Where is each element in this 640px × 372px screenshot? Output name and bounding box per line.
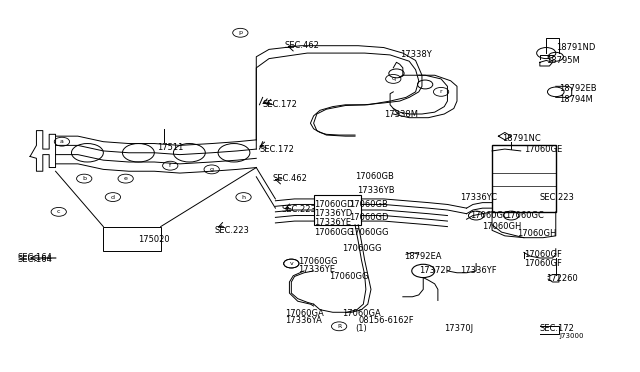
- Text: 17336YB: 17336YB: [357, 186, 395, 195]
- Text: f: f: [169, 163, 172, 168]
- Text: SEC.172: SEC.172: [259, 145, 294, 154]
- Text: 17060GG: 17060GG: [330, 272, 369, 281]
- Text: (1): (1): [355, 324, 367, 333]
- Text: 17060GE: 17060GE: [524, 145, 562, 154]
- Text: 17060GB: 17060GB: [355, 172, 394, 181]
- Text: 17372P: 17372P: [419, 266, 451, 275]
- Text: 17060GG: 17060GG: [298, 257, 337, 266]
- Text: SEC.223: SEC.223: [282, 205, 317, 215]
- Text: 17060GC: 17060GC: [470, 211, 509, 220]
- Text: 17336YD: 17336YD: [314, 209, 352, 218]
- Text: 17336YE: 17336YE: [298, 264, 335, 273]
- Text: 08156-6162F: 08156-6162F: [358, 316, 414, 325]
- Text: SEC.172: SEC.172: [262, 100, 298, 109]
- Text: SEC.164: SEC.164: [17, 255, 52, 264]
- Text: SEC.172: SEC.172: [540, 324, 575, 333]
- Text: 17336YF: 17336YF: [460, 266, 497, 275]
- Text: 17060GF: 17060GF: [524, 259, 562, 268]
- Text: R: R: [337, 324, 341, 329]
- Text: 172260: 172260: [546, 274, 578, 283]
- Text: 175020: 175020: [138, 235, 170, 244]
- Text: 17336YC: 17336YC: [460, 193, 497, 202]
- Text: SEC.462: SEC.462: [272, 174, 307, 183]
- Text: 18792EB: 18792EB: [559, 84, 596, 93]
- Text: 17060GA: 17060GA: [285, 309, 324, 318]
- Text: q: q: [391, 76, 396, 81]
- Bar: [492, 145, 556, 212]
- Text: SEC.223: SEC.223: [540, 193, 575, 202]
- Text: 17060GA: 17060GA: [342, 309, 381, 318]
- Bar: [103, 227, 161, 251]
- Text: 17336YA: 17336YA: [285, 316, 322, 325]
- Text: p: p: [238, 30, 243, 35]
- Text: 18791ND: 18791ND: [556, 43, 595, 52]
- Text: h: h: [241, 195, 246, 199]
- Text: 18792EA: 18792EA: [404, 251, 442, 261]
- Text: v: v: [289, 261, 293, 266]
- Text: 17060GG: 17060GG: [342, 244, 382, 253]
- Text: J73000: J73000: [559, 333, 584, 339]
- Text: 17060GH: 17060GH: [483, 222, 522, 231]
- Text: 17060GC: 17060GC: [505, 211, 543, 220]
- Text: g: g: [210, 167, 214, 172]
- Text: 18794M: 18794M: [559, 95, 593, 104]
- Text: 17060GB: 17060GB: [349, 200, 388, 209]
- Text: SEC.223: SEC.223: [215, 226, 250, 235]
- Text: 17060GF: 17060GF: [524, 250, 562, 259]
- Text: 17336YE: 17336YE: [314, 218, 351, 227]
- Text: SEC.164: SEC.164: [17, 253, 52, 263]
- Text: 17060GG: 17060GG: [314, 228, 353, 237]
- Text: r: r: [440, 89, 442, 94]
- Text: 17338Y: 17338Y: [399, 51, 431, 60]
- Text: 18791NC: 18791NC: [502, 134, 540, 142]
- Text: SEC.462: SEC.462: [285, 41, 320, 50]
- Text: a: a: [60, 139, 64, 144]
- Text: d: d: [111, 195, 115, 199]
- Text: 17060GD: 17060GD: [314, 200, 353, 209]
- Text: b: b: [82, 176, 86, 181]
- Text: 17060GD: 17060GD: [349, 213, 388, 222]
- Text: 17060GH: 17060GH: [518, 230, 557, 238]
- Text: 17370J: 17370J: [444, 324, 474, 333]
- Text: e: e: [124, 176, 127, 181]
- Text: 17338M: 17338M: [384, 109, 418, 119]
- Bar: [314, 195, 362, 225]
- Text: 18795M: 18795M: [546, 56, 580, 65]
- Text: 17060GG: 17060GG: [349, 228, 388, 237]
- Text: 17511: 17511: [157, 143, 184, 152]
- Text: c: c: [57, 209, 61, 214]
